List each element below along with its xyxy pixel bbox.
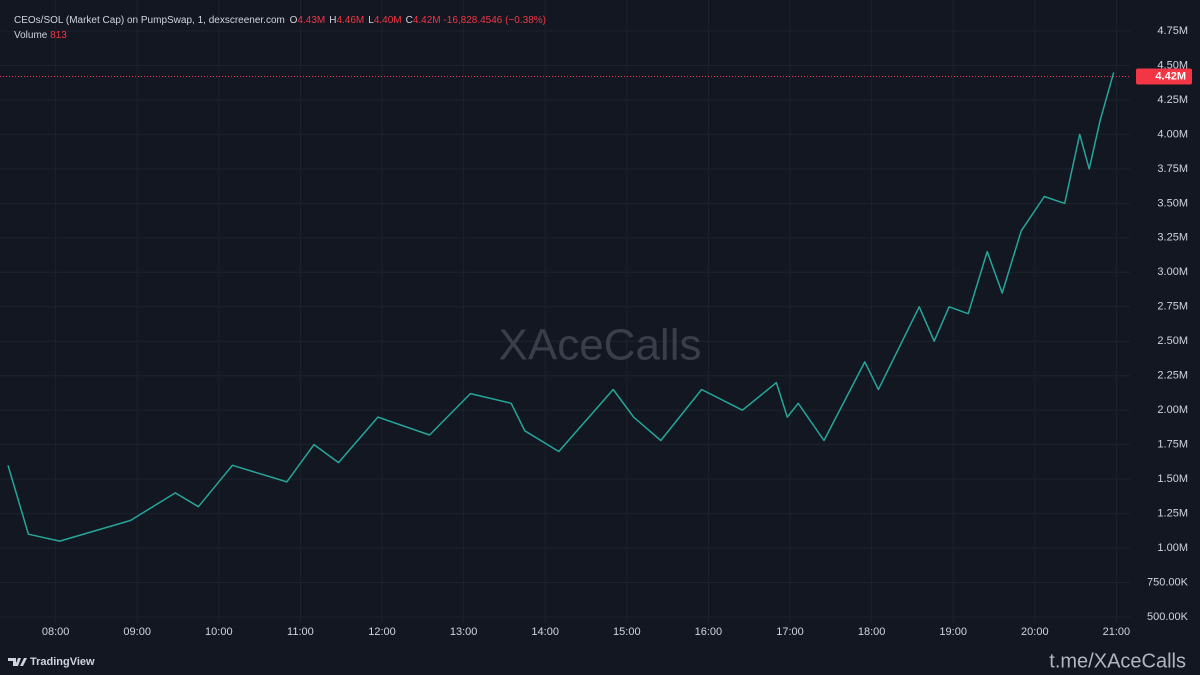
y-tick-label: 1.00M [1157,542,1188,554]
x-tick-label: 14:00 [531,626,559,638]
ohlc-value: 4.42M [412,15,441,26]
x-tick-label: 20:00 [1021,626,1049,638]
volume-label: Volume [14,30,48,41]
y-tick-label: 3.75M [1157,163,1188,175]
x-tick-label: 08:00 [42,626,70,638]
x-tick-label: 18:00 [858,626,886,638]
ohlc-value: 4.46M [336,15,365,26]
y-tick-label: 3.00M [1157,266,1188,278]
last-price-tag [1136,68,1192,85]
x-tick-label: 09:00 [123,626,151,638]
ohlc-key: L [368,15,374,26]
y-tick-label: 4.50M [1157,59,1188,71]
x-tick-label: 12:00 [368,626,396,638]
plot [0,72,1130,542]
y-tick-label: 3.25M [1157,232,1188,244]
y-tick-label: 2.75M [1157,301,1188,313]
volume-row: Volume 813 [14,28,546,43]
ohlc-key: O [289,15,298,26]
x-tick-label: 17:00 [776,626,804,638]
y-tick-label: 1.75M [1157,439,1188,451]
x-tick-label: 13:00 [450,626,478,638]
ohlc-value: 4.43M [297,15,326,26]
grid [0,0,1130,622]
x-tick-label: 11:00 [287,626,314,638]
y-tick-label: 3.50M [1157,197,1188,209]
ohlc-key: C [405,15,413,26]
x-tick-label: 10:00 [205,626,233,638]
x-tick-label: 16:00 [695,626,723,638]
ohlc: O4.43M H4.46M L4.40M C4.42M [288,15,441,26]
y-tick-label: 4.75M [1157,25,1188,37]
volume-value: 813 [50,30,67,41]
ohlc-value: 4.40M [373,15,402,26]
brand: TradingView [30,656,95,668]
y-tick-label: 2.00M [1157,404,1188,416]
axes: 500.00K 750.00K 1.00M 1.25M 1.50M 1.75M 2.00M 2… [42,25,1192,638]
price-line [7,72,1115,542]
y-tick-label: 1.25M [1157,507,1188,519]
change: -16,828.4546 (−0.38%) [443,15,546,26]
last-price-label: 4.42M [1155,70,1186,82]
y-tick-label: 4.00M [1157,128,1188,140]
y-tick-label: 500.00K [1147,611,1189,623]
legend-row: CEOs/SOL (Market Cap) on PumpSwap, 1, de… [14,13,546,28]
y-tick-label: 4.25M [1157,94,1188,106]
footer [0,645,1200,675]
watermark: XAceCalls [499,321,702,370]
ohlc-key: H [329,15,337,26]
y-tick-label: 2.25M [1157,370,1188,382]
y-tick-label: 750.00K [1147,576,1189,588]
legend: CEOs/SOL (Market Cap) on PumpSwap, 1, de… [14,13,546,43]
credit: t.me/XAceCalls [1049,650,1186,672]
x-tick-label: 19:00 [939,626,967,638]
y-tick-label: 1.50M [1157,473,1188,485]
tv-logo [8,658,27,666]
symbol-title: CEOs/SOL (Market Cap) on PumpSwap, 1, de… [14,15,285,26]
x-tick-label: 21:00 [1103,626,1131,638]
y-tick-label: 2.50M [1157,335,1188,347]
x-tick-label: 15:00 [613,626,641,638]
